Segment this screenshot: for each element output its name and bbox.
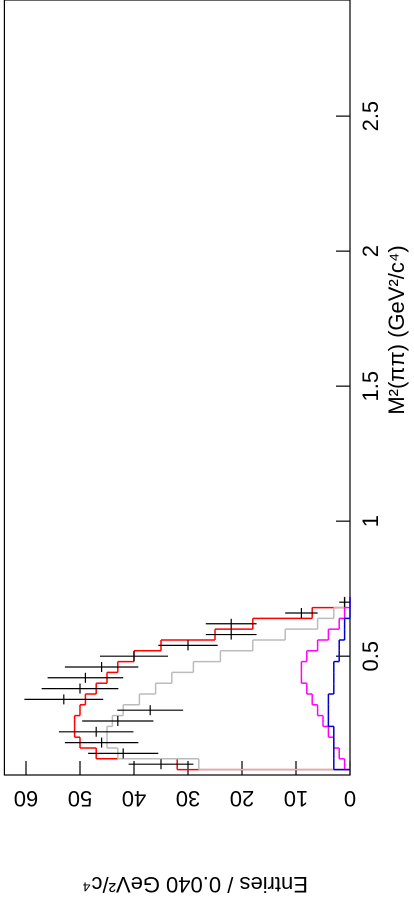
y-tick-label: 40 <box>122 786 146 811</box>
x-tick-label: 1 <box>358 515 383 527</box>
x-axis-title: M²(ππ) (GeV²/c⁴) <box>384 245 409 414</box>
y-axis-title: Entries / 0.040 GeV²/c⁴ <box>82 872 308 897</box>
y-tick-label: 50 <box>68 786 92 811</box>
x-tick-label: 0.5 <box>358 641 383 672</box>
x-tick-label: 2 <box>358 245 383 257</box>
y-tick-label: 20 <box>230 786 254 811</box>
y-tick-label: 10 <box>284 786 308 811</box>
y-tick-label: 60 <box>14 786 38 811</box>
y-tick-label: 0 <box>344 786 356 811</box>
x-tick-label: 2.5 <box>358 101 383 132</box>
plot-frame <box>3 0 351 776</box>
y-tick-label: 30 <box>176 786 200 811</box>
x-tick-label: 1.5 <box>358 371 383 402</box>
rotated-plot: M²(ππ) (GeV²/c⁴) Entries / 0.040 GeV²/c⁴… <box>3 0 409 897</box>
